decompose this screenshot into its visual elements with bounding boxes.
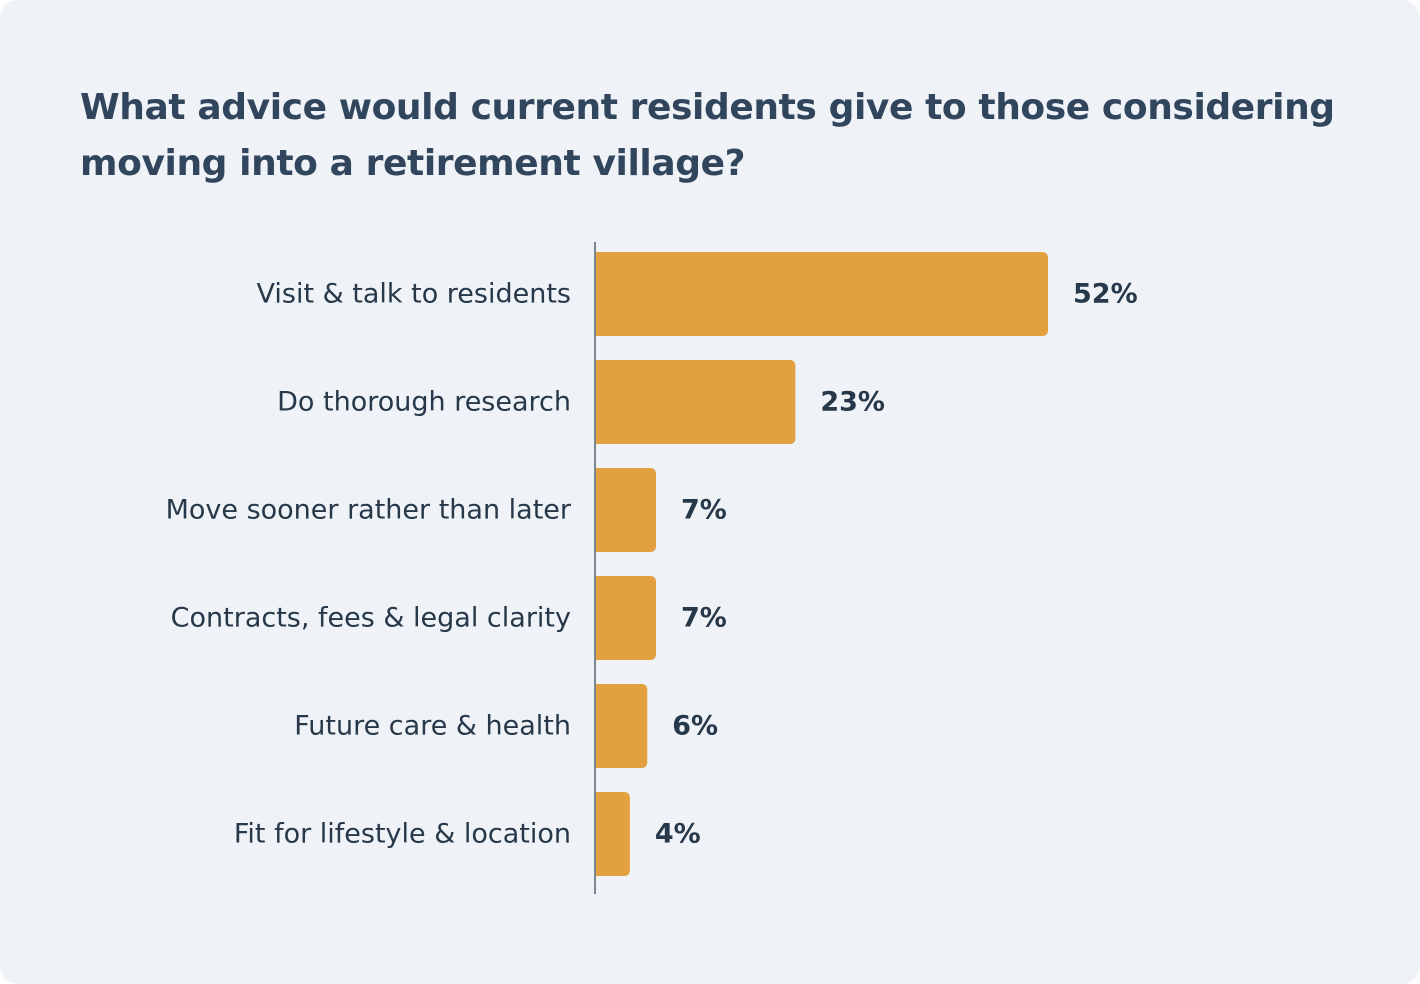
category-label: Future care & health [294,711,571,742]
value-label: 7% [681,495,727,526]
category-label: Visit & talk to residents [257,279,572,310]
category-label: Fit for lifestyle & location [234,819,571,850]
bar [595,252,1048,336]
bar [595,792,630,876]
value-label: 23% [820,387,885,418]
value-label: 52% [1073,279,1138,310]
value-label: 6% [672,711,718,742]
category-label: Do thorough research [277,387,571,418]
bar [595,360,796,444]
bar [595,468,656,552]
value-label: 4% [655,819,701,850]
chart-title: What advice would current residents give… [80,87,1335,184]
bar [595,576,656,660]
category-label: Contracts, fees & legal clarity [171,603,571,634]
category-label: Move sooner rather than later [166,495,572,526]
value-label: 7% [681,603,727,634]
bar [595,684,648,768]
